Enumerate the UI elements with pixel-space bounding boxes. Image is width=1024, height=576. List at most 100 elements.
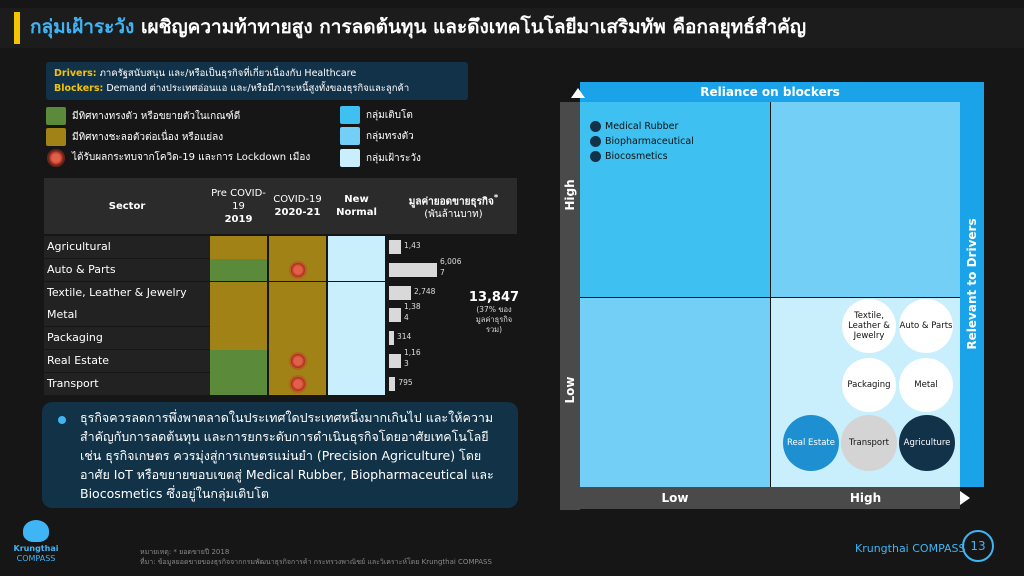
header-value: มูลค่ายอดขายธุรกิจ* (พันล้านบาท) [390, 178, 517, 234]
page-number: 13 [962, 530, 994, 562]
growth-item-label: Medical Rubber [605, 121, 679, 132]
header-pre-label: Pre COVID-19 [211, 187, 266, 212]
summary-text: ธุรกิจควรลดการพึ่งพาตลาดในประเทศใดประเทศ… [80, 410, 494, 501]
cell-new-normal [328, 281, 385, 305]
bubble-textile: Textile, Leather & Jewelry [842, 299, 896, 353]
cell-new-normal [328, 236, 385, 259]
brand-name: Krungthai COMPASS [855, 542, 966, 555]
header-covid-year: 2020-21 [274, 207, 321, 218]
y-axis-band [560, 102, 580, 510]
row-sector-label: Agricultural [44, 236, 210, 258]
cell-covid [269, 327, 326, 350]
cell-pre-covid [210, 258, 267, 282]
value-bar [389, 331, 394, 346]
cell-pre-covid [210, 350, 267, 373]
footnote-source: ที่มา: ข้อมูลยอดขายของธุรกิจจากกรมพัฒนาธ… [140, 558, 492, 566]
cell-pre-covid [210, 372, 267, 396]
value-bar [389, 376, 396, 391]
footnote: หมายเหตุ: * ยอดขายปี 2018 ที่มา: ข้อมูลย… [140, 547, 492, 567]
covid-virus-icon [291, 354, 305, 368]
value-label: 1,43 [404, 241, 421, 250]
matrix-right-band [960, 82, 984, 487]
footnote-note: หมายเหตุ: * ยอดขายปี 2018 [140, 548, 230, 556]
total-value-block: 13,847 (37% ของ มูลค่าธุรกิจ รวม) [462, 290, 526, 335]
growth-item-label: Biocosmetics [605, 151, 668, 162]
total-note-3: รวม) [485, 325, 503, 334]
title-highlight: กลุ่มเฝ้าระวัง [30, 16, 135, 38]
legend-olive-swatch [46, 128, 66, 146]
cell-new-normal [328, 327, 385, 350]
growth-item: Medical Rubber [590, 121, 678, 132]
value-label: 314 [397, 332, 412, 342]
x-axis-band [580, 487, 960, 509]
quadrant-steady-bottom [580, 298, 770, 487]
header-value-label: มูลค่ายอดขายธุรกิจ [408, 196, 494, 208]
summary-box: ธุรกิจควรลดการพึ่งพาตลาดในประเทศใดประเทศ… [42, 402, 518, 508]
cell-new-normal [328, 350, 385, 373]
cell-covid [269, 281, 326, 305]
value-label: 6,006 [440, 256, 462, 266]
legend-slowing-label: มีทิศทางชะลอตัวต่อเนื่อง หรือแย่ลง [72, 131, 224, 143]
bubble-packaging: Packaging [842, 358, 896, 412]
bullet-dot-icon [590, 121, 601, 132]
value-label-extra: 4 [404, 313, 409, 323]
cell-covid [269, 236, 326, 259]
title-rest: เผชิญความท้าทายสูง การลดต้นทุน และดึงเทค… [140, 16, 807, 38]
legend-stable: มีทิศทางทรงตัว หรือขยายตัวในเกณฑ์ดี [46, 107, 240, 125]
bubble-auto-parts: Auto & Parts [899, 299, 953, 353]
total-note-1: (37% ของ [476, 305, 512, 314]
bullet-dot-icon [590, 151, 601, 162]
cell-covid [269, 350, 326, 373]
legend-watch-label: กลุ่มเฝ้าระวัง [366, 152, 421, 164]
header-pre-year: 2019 [224, 213, 253, 225]
bullet-dot-icon [590, 136, 601, 147]
table-header: Sector Pre COVID-19 2019 COVID-19 2020-21 … [44, 178, 517, 234]
growth-item: Biocosmetics [590, 151, 668, 162]
row-sector-label: Auto & Parts [44, 258, 210, 281]
cell-pre-covid [210, 304, 267, 327]
value-bar [389, 354, 401, 368]
header-value-unit: (พันล้านบาท) [424, 209, 483, 221]
y-low-label: Low [563, 376, 577, 404]
legend-growth-label: กลุ่มเติบโต [366, 109, 413, 121]
value-bar [389, 240, 401, 254]
legend-steady-label: กลุ่มทรงตัว [366, 130, 414, 142]
logo: Krungthai COMPASS [6, 520, 66, 564]
drivers-label: Drivers: [54, 68, 97, 79]
drivers-blockers-box: Drivers: ภาครัฐสนับสนุน และ/หรือเป็นธุรก… [46, 62, 468, 100]
cell-new-normal [328, 372, 385, 396]
legend-green-swatch [46, 107, 66, 125]
legend-watch: กลุ่มเฝ้าระวัง [340, 149, 421, 167]
krungthai-logo-icon [23, 520, 49, 542]
cell-covid [269, 258, 326, 282]
header-new-normal: New Normal [336, 194, 377, 218]
title-accent [14, 12, 20, 44]
drivers-text: ภาครัฐสนับสนุน และ/หรือเป็นธุรกิจที่เกี่… [99, 68, 357, 79]
logo-line-2: COMPASS [16, 554, 56, 563]
legend-slowing: มีทิศทางชะลอตัวต่อเนื่อง หรือแย่ลง [46, 128, 223, 146]
value-bar [389, 308, 401, 323]
growth-item: Biopharmaceutical [590, 136, 694, 147]
value-label-extra: 7 [440, 267, 445, 277]
cell-covid [269, 372, 326, 396]
value-label-extra: 3 [404, 359, 409, 368]
legend-growth: กลุ่มเติบโต [340, 106, 413, 124]
cell-pre-covid [210, 281, 267, 305]
value-label: 795 [398, 377, 413, 387]
page-title: กลุ่มเฝ้าระวัง เผชิญความท้าทายสูง การลดต… [30, 12, 806, 42]
bullet-icon [58, 416, 66, 424]
matrix-top-label: Reliance on blockers [580, 82, 960, 102]
quadrant-steady-top [771, 102, 960, 297]
header-value-star: * [493, 191, 499, 202]
total-value: 13,847 [468, 290, 520, 305]
value-bar [389, 262, 437, 277]
row-sector-label: Packaging [44, 327, 210, 350]
logo-line-1: Krungthai [13, 544, 59, 553]
blockers-text: Demand ต่างประเทศอ่อนแอ และ/หรือมีภาระหน… [106, 83, 410, 94]
row-sector-label: Metal [44, 304, 210, 327]
x-low-label: Low [661, 491, 689, 505]
cell-pre-covid [210, 236, 267, 259]
cell-new-normal [328, 304, 385, 327]
bubble-transport: Transport [841, 415, 897, 471]
legend-steady: กลุ่มทรงตัว [340, 127, 414, 145]
